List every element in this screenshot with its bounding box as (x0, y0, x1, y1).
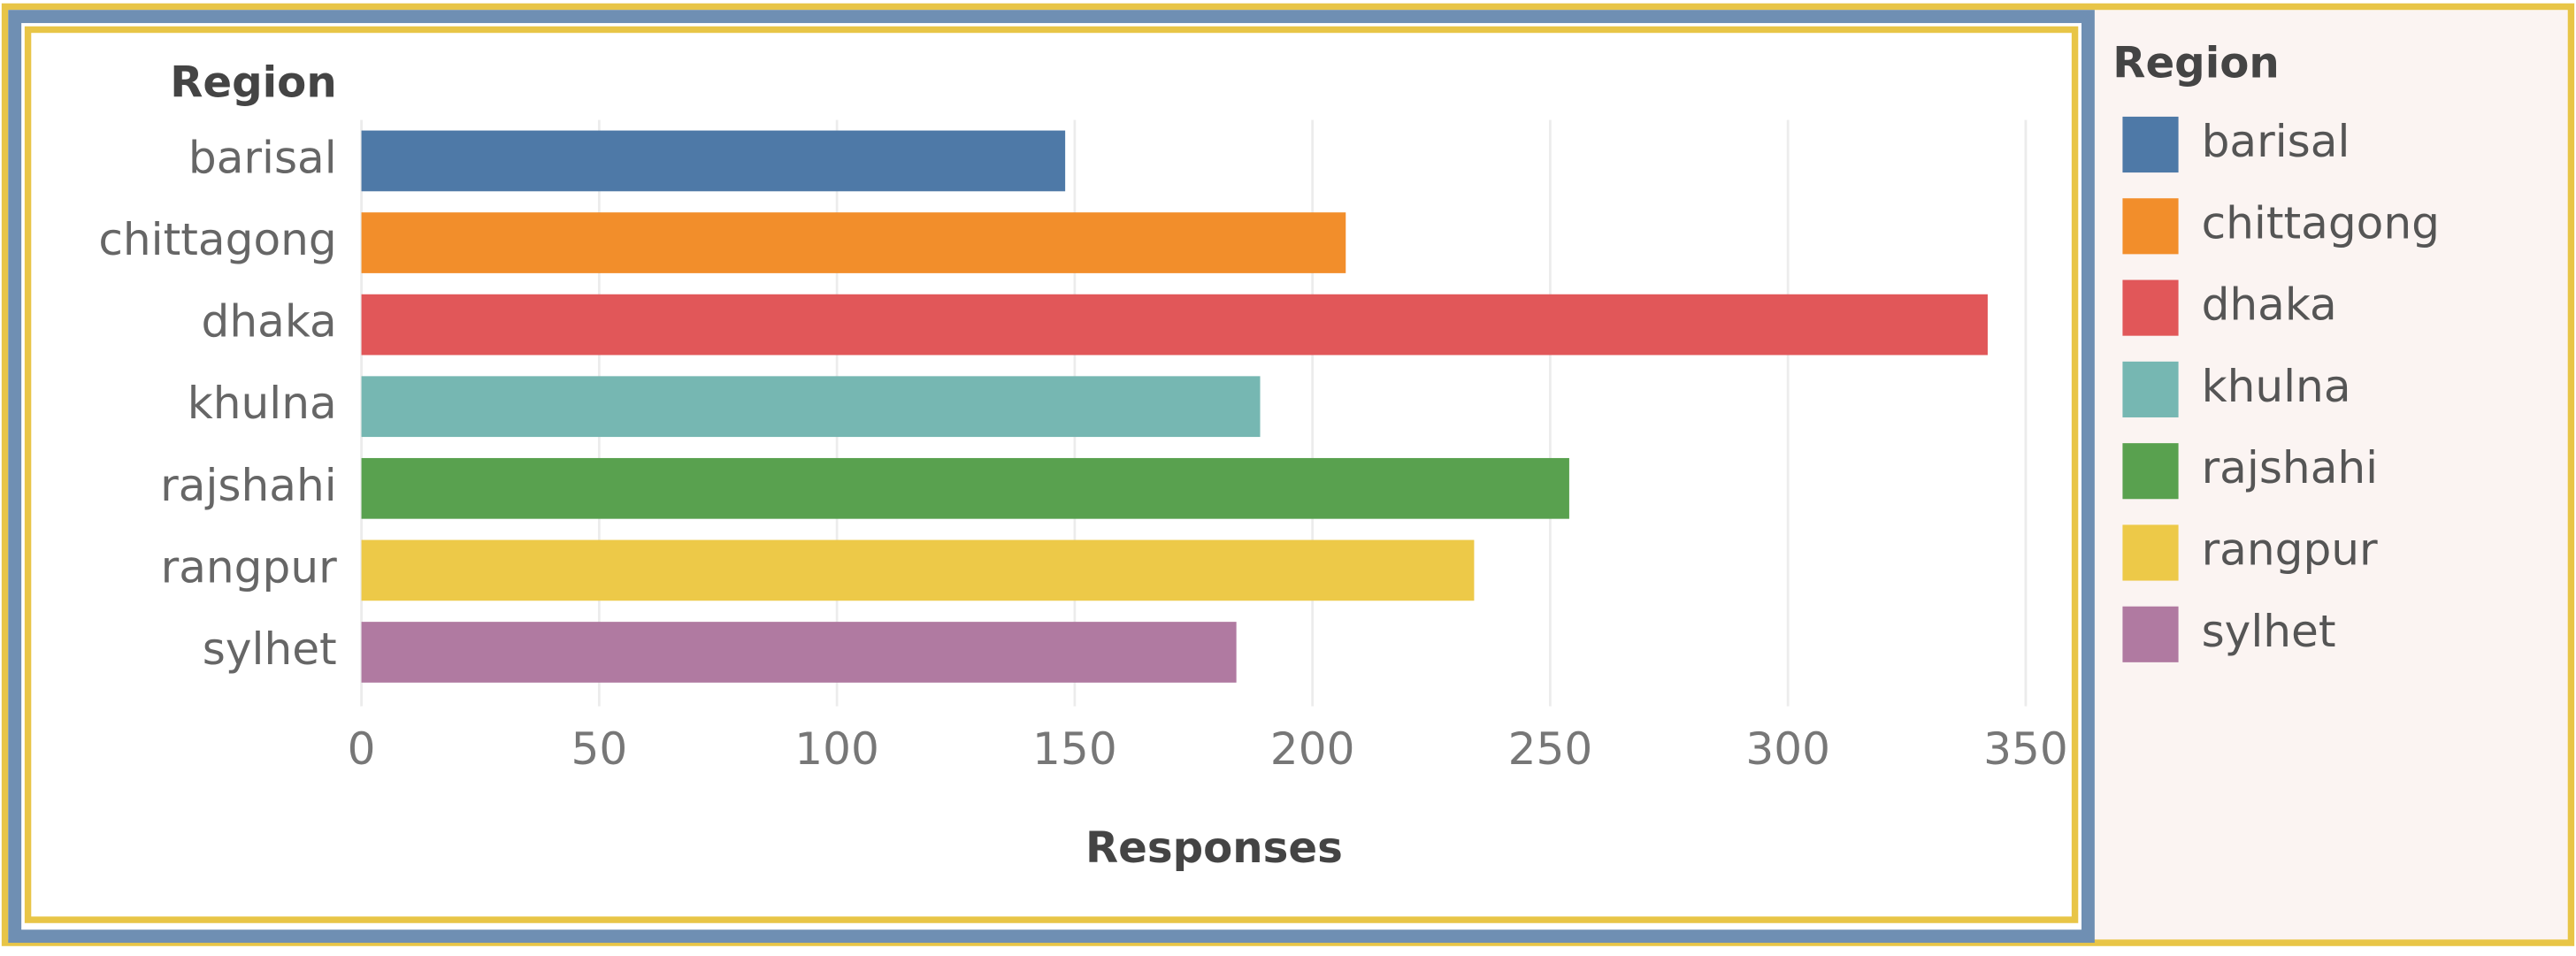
bar (361, 539, 1475, 601)
bar (361, 457, 1569, 519)
x-axis-title: Responses (1085, 823, 1343, 873)
y-tick-label: sylhet (203, 623, 337, 675)
x-tick-label: 150 (1032, 723, 1117, 775)
x-tick-label: 250 (1508, 723, 1593, 775)
x-tick-label: 50 (571, 723, 627, 775)
legend-swatch (2122, 524, 2179, 581)
legend-label: sylhet (2202, 605, 2336, 657)
legend-label: dhaka (2202, 279, 2337, 331)
legend-swatch (2122, 606, 2179, 662)
legend-title: Region (2112, 38, 2280, 88)
x-tick-label: 300 (1745, 723, 1830, 775)
legend-swatch (2122, 198, 2179, 255)
legend-label: rangpur (2202, 523, 2378, 575)
chart-frame (8, 10, 2095, 944)
y-tick-label: rangpur (161, 540, 337, 593)
x-tick-label: 200 (1270, 723, 1355, 775)
legend-swatch (2122, 116, 2179, 173)
y-tick-label: khulna (188, 377, 337, 429)
legend-swatch (2122, 361, 2179, 417)
bar (361, 622, 1237, 683)
x-tick-label: 350 (1983, 723, 2068, 775)
x-tick-label: 0 (348, 723, 376, 775)
y-axis-title: Region (170, 58, 337, 108)
legend-swatch (2122, 279, 2179, 336)
inner-frame (24, 26, 2079, 923)
bar (361, 212, 1346, 273)
bar (361, 376, 1261, 438)
y-tick-label: barisal (188, 131, 337, 183)
bar (361, 294, 1988, 356)
legend-swatch (2122, 443, 2179, 500)
y-tick-label: rajshahi (160, 459, 337, 511)
x-tick-label: 100 (794, 723, 879, 775)
legend-label: chittagong (2202, 196, 2440, 249)
legend-label: barisal (2202, 115, 2350, 167)
bar (361, 130, 1066, 192)
legend-label: rajshahi (2202, 441, 2379, 493)
y-tick-label: dhaka (202, 295, 337, 348)
legend-label: khulna (2202, 360, 2351, 412)
y-tick-label: chittagong (98, 213, 336, 265)
